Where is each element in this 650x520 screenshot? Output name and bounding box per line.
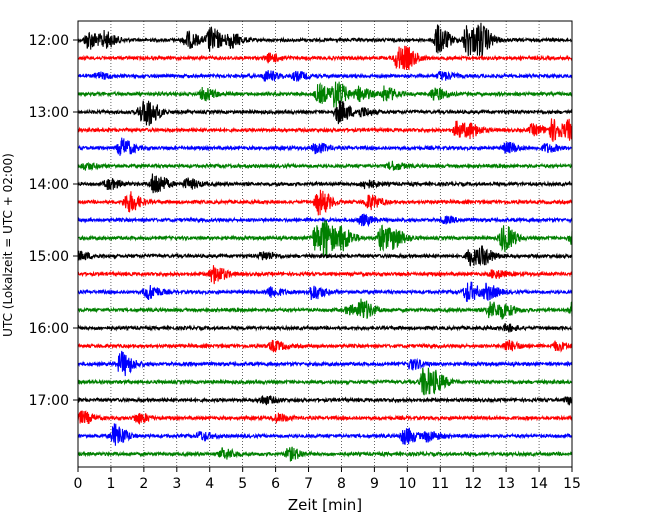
trace-18: [77, 350, 573, 377]
x-tick-label: 5: [238, 476, 247, 492]
y-tick-label: 16:00: [29, 321, 69, 337]
trace-15: [77, 298, 573, 320]
trace-0: [77, 22, 573, 58]
trace-4: [77, 100, 573, 126]
x-tick-label: 0: [74, 476, 83, 492]
x-tick-label: 13: [497, 476, 515, 492]
x-axis-label: Zeit [min]: [288, 496, 362, 514]
x-tick-label: 11: [431, 476, 449, 492]
trace-21: [77, 410, 573, 425]
trace-23: [77, 446, 573, 462]
x-axis-ticks: 0 1 2 3 4 5 6 7 8 9 10 11 12 13 14 15: [74, 467, 581, 492]
trace-19: [77, 367, 573, 396]
trace-13: [77, 265, 573, 285]
trace-2: [77, 70, 573, 82]
x-tick-label: 8: [337, 476, 346, 492]
trace-1: [77, 45, 573, 71]
y-tick-label: 13:00: [29, 105, 69, 121]
y-tick-label: 15:00: [29, 249, 69, 265]
trace-9: [77, 189, 573, 216]
x-tick-label: 4: [205, 476, 214, 492]
trace-16: [77, 322, 573, 334]
trace-3: [77, 81, 573, 108]
trace-14: [77, 281, 573, 302]
x-tick-label: 15: [563, 476, 581, 492]
x-tick-label: 7: [304, 476, 313, 492]
y-axis-ticks: 12:00 13:00 14:00 15:00 16:00 17:00: [29, 33, 78, 409]
x-tick-label: 12: [464, 476, 482, 492]
trace-11: [77, 220, 573, 259]
plot-frame: [77, 20, 573, 468]
trace-20: [77, 395, 573, 406]
x-tick-label: 2: [139, 476, 148, 492]
x-tick-label: 9: [370, 476, 379, 492]
trace-7: [77, 160, 573, 172]
trace-6: [77, 137, 573, 156]
trace-10: [77, 213, 573, 228]
x-tick-label: 6: [271, 476, 280, 492]
trace-22: [77, 423, 573, 446]
trace-17: [77, 339, 573, 353]
x-tick-label: 14: [530, 476, 548, 492]
trace-12: [77, 245, 573, 267]
y-tick-label: 12:00: [29, 33, 69, 49]
trace-5: [77, 118, 573, 142]
x-tick-label: 3: [172, 476, 181, 492]
trace-8: [77, 173, 573, 194]
x-tick-label: 10: [398, 476, 416, 492]
x-tick-label: 1: [106, 476, 115, 492]
y-tick-label: 17:00: [29, 393, 69, 409]
seismic-traces: [77, 22, 573, 462]
y-tick-label: 14:00: [29, 177, 69, 193]
y-axis-label: UTC (Lokalzeit = UTC + 02:00): [1, 153, 15, 337]
